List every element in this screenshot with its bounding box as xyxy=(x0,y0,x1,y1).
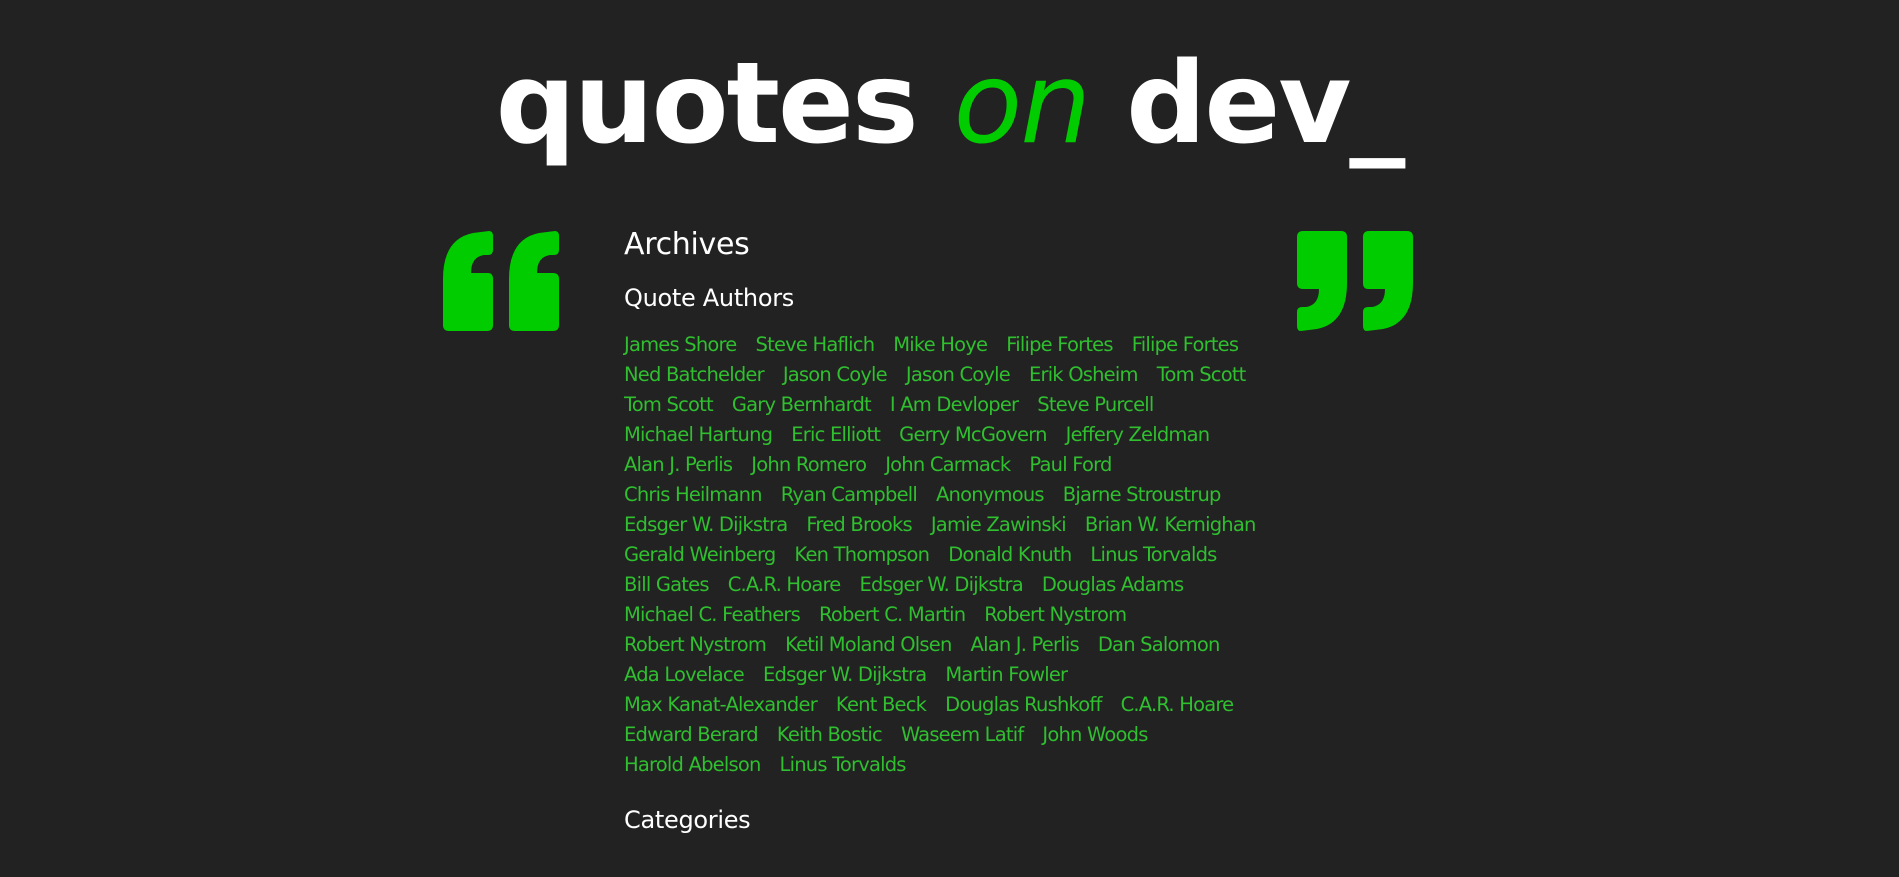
author-link[interactable]: Douglas Rushkoff xyxy=(945,693,1102,716)
author-link[interactable]: Douglas Adams xyxy=(1041,573,1184,596)
author-link[interactable]: Bjarne Stroustrup xyxy=(1062,483,1222,506)
author-link[interactable]: Brian W. Kernighan xyxy=(1084,513,1256,536)
author-row: Edward Berard Keith Bostic Waseem Latif Joh… xyxy=(624,720,1284,750)
author-link[interactable]: Edward Berard xyxy=(624,723,759,746)
author-link[interactable]: Tom Scott xyxy=(624,393,714,416)
author-link[interactable]: Donald Knuth xyxy=(948,543,1072,566)
author-link[interactable]: Alan J. Perlis xyxy=(970,633,1080,656)
author-link[interactable]: Ada Lovelace xyxy=(624,663,745,686)
author-link[interactable]: Jason Coyle xyxy=(782,363,888,386)
quote-authors-heading: Quote Authors xyxy=(624,284,794,312)
author-link[interactable]: Edsger W. Dijkstra xyxy=(624,513,788,536)
author-row: Michael C. Feathers Robert C. Martin Rober… xyxy=(624,600,1284,630)
author-link[interactable]: Ken Thompson xyxy=(794,543,930,566)
author-link[interactable]: C.A.R. Hoare xyxy=(727,573,842,596)
author-link[interactable]: Edsger W. Dijkstra xyxy=(763,663,927,686)
author-link[interactable]: Harold Abelson xyxy=(624,753,761,776)
author-link[interactable]: Ned Batchelder xyxy=(624,363,765,386)
archives-content: Archives Quote Authors James Shore Steve … xyxy=(624,222,1284,836)
author-link[interactable]: Ketil Moland Olsen xyxy=(785,633,952,656)
author-link[interactable]: Mike Hoye xyxy=(893,333,988,356)
author-link[interactable]: Kent Beck xyxy=(835,693,927,716)
author-link[interactable]: Fred Brooks xyxy=(806,513,912,536)
close-quote-icon xyxy=(1297,231,1413,331)
author-link[interactable]: Steve Purcell xyxy=(1037,393,1154,416)
author-link[interactable]: Linus Torvalds xyxy=(1090,543,1217,566)
author-link[interactable]: James Shore xyxy=(624,333,737,356)
author-link[interactable]: I Am Devloper xyxy=(889,393,1019,416)
logo-text-dev: dev_ xyxy=(1089,39,1405,169)
author-link[interactable]: C.A.R. Hoare xyxy=(1120,693,1235,716)
author-list: James Shore Steve Haflich Mike Hoye Filipe … xyxy=(624,330,1284,780)
author-row: James Shore Steve Haflich Mike Hoye Filipe … xyxy=(624,330,1284,360)
author-link[interactable]: Linus Torvalds xyxy=(779,753,907,776)
author-row: Michael Hartung Eric Elliott Gerry McGover… xyxy=(624,420,1284,450)
site-logo[interactable]: quotes on dev_ xyxy=(0,34,1899,174)
author-row: Gerald Weinberg Ken Thompson Donald Knuth L… xyxy=(624,540,1284,570)
open-quote-icon xyxy=(443,231,559,331)
author-link[interactable]: Michael C. Feathers xyxy=(624,603,801,626)
author-row: Robert Nystrom Ketil Moland Olsen Alan J. … xyxy=(624,630,1284,660)
author-link[interactable]: Anonymous xyxy=(936,483,1045,506)
author-link[interactable]: Robert Nystrom xyxy=(984,603,1127,626)
page-title: Archives xyxy=(624,227,750,262)
author-row: Harold Abelson Linus Torvalds xyxy=(624,750,1284,780)
logo-text-on: on xyxy=(953,39,1092,169)
author-link[interactable]: Filipe Fortes xyxy=(1131,333,1239,356)
author-link[interactable]: Gerald Weinberg xyxy=(624,543,776,566)
author-row: Bill Gates C.A.R. Hoare Edsger W. Dijkstra… xyxy=(624,570,1284,600)
author-link[interactable]: Michael Hartung xyxy=(624,423,773,446)
author-link[interactable]: John Woods xyxy=(1042,723,1148,746)
author-row: Chris Heilmann Ryan Campbell Anonymous Bjar… xyxy=(624,480,1284,510)
logo-text-quotes: quotes xyxy=(495,39,954,169)
categories-heading: Categories xyxy=(624,806,751,834)
author-row: Ada Lovelace Edsger W. Dijkstra Martin Fow… xyxy=(624,660,1284,690)
author-row: Ned Batchelder Jason Coyle Jason Coyle Erik… xyxy=(624,360,1284,390)
author-link[interactable]: John Romero xyxy=(751,453,867,476)
author-link[interactable]: Martin Fowler xyxy=(945,663,1068,686)
author-link[interactable]: Gary Bernhardt xyxy=(731,393,872,416)
author-link[interactable]: Alan J. Perlis xyxy=(624,453,733,476)
author-link[interactable]: Jason Coyle xyxy=(905,363,1011,386)
author-link[interactable]: John Carmack xyxy=(885,453,1011,476)
author-link[interactable]: Jamie Zawinski xyxy=(930,513,1067,536)
author-link[interactable]: Steve Haflich xyxy=(755,333,876,356)
author-link[interactable]: Edsger W. Dijkstra xyxy=(859,573,1024,596)
author-link[interactable]: Gerry McGovern xyxy=(899,423,1047,446)
author-row: Alan J. Perlis John Romero John Carmack Pau… xyxy=(624,450,1284,480)
author-link[interactable]: Filipe Fortes xyxy=(1006,333,1113,356)
author-link[interactable]: Robert Nystrom xyxy=(624,633,767,656)
author-link[interactable]: Chris Heilmann xyxy=(624,483,763,506)
author-link[interactable]: Max Kanat-Alexander xyxy=(624,693,818,716)
author-link[interactable]: Erik Osheim xyxy=(1028,363,1139,386)
author-link[interactable]: Jeffery Zeldman xyxy=(1065,423,1210,446)
author-link[interactable]: Ryan Campbell xyxy=(780,483,918,506)
author-link[interactable]: Dan Salomon xyxy=(1097,633,1220,656)
author-link[interactable]: Bill Gates xyxy=(624,573,710,596)
author-row: Tom Scott Gary Bernhardt I Am Devloper Stev… xyxy=(624,390,1284,420)
author-link[interactable]: Eric Elliott xyxy=(791,423,881,446)
author-link[interactable]: Waseem Latif xyxy=(900,723,1024,746)
author-link[interactable]: Robert C. Martin xyxy=(818,603,966,626)
author-link[interactable]: Paul Ford xyxy=(1029,453,1112,476)
author-link[interactable]: Keith Bostic xyxy=(776,723,883,746)
author-link[interactable]: Tom Scott xyxy=(1156,363,1247,386)
author-row: Edsger W. Dijkstra Fred Brooks Jamie Zawin… xyxy=(624,510,1284,540)
author-row: Max Kanat-Alexander Kent Beck Douglas Rush… xyxy=(624,690,1284,720)
